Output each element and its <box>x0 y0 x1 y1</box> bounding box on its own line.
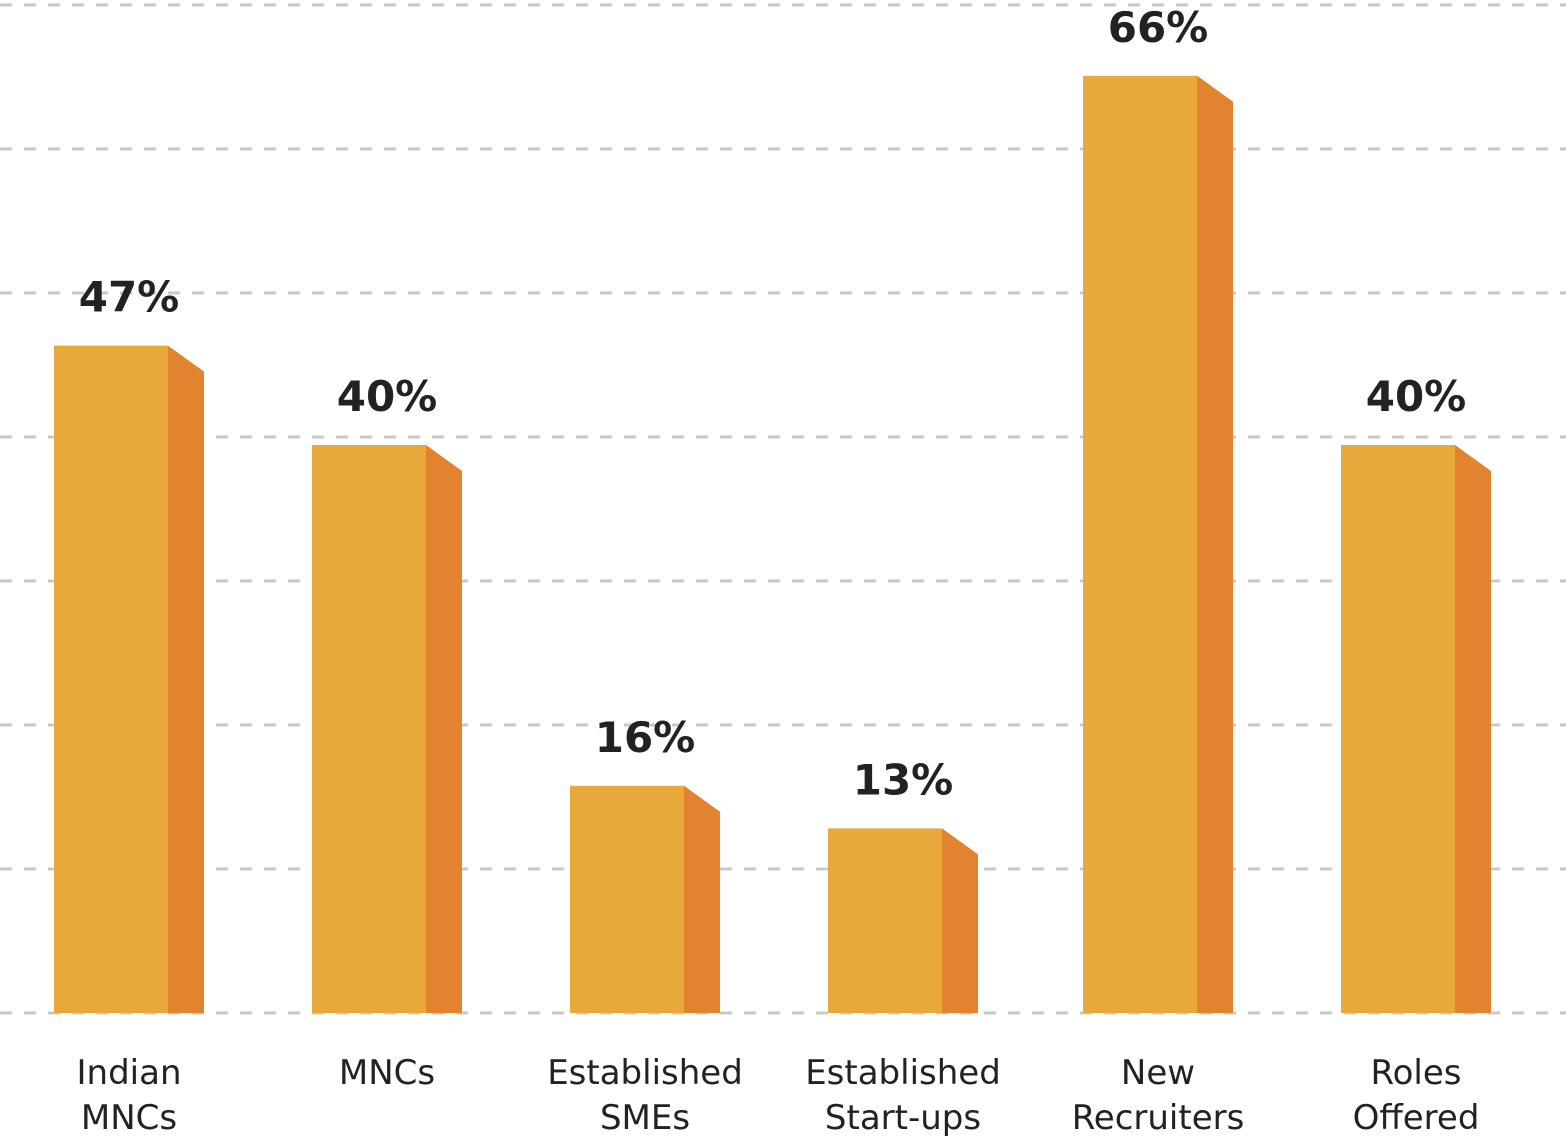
bar-front <box>828 828 942 1013</box>
category-label: Recruiters <box>1072 1098 1245 1138</box>
bar-front <box>54 345 168 1014</box>
bar-front <box>1083 75 1197 1014</box>
data-label: 13% <box>853 755 954 804</box>
data-label: 40% <box>1366 372 1467 421</box>
bar-side <box>1455 445 1491 1013</box>
data-label: 16% <box>595 713 696 762</box>
category-label: Established <box>805 1053 1001 1093</box>
category-label: New <box>1121 1053 1195 1093</box>
category-label: Established <box>547 1053 743 1093</box>
data-label: 47% <box>79 273 180 322</box>
bar-front <box>312 445 426 1013</box>
bar-side <box>942 828 978 1013</box>
category-label: Roles <box>1371 1053 1462 1093</box>
bar-side <box>168 345 204 1014</box>
category-label: MNCs <box>81 1098 177 1138</box>
category-label: MNCs <box>339 1053 435 1093</box>
data-label: 66% <box>1108 3 1209 52</box>
bar-front <box>570 785 684 1013</box>
category-label: Indian <box>77 1053 182 1093</box>
data-label: 40% <box>337 372 438 421</box>
category-label: Offered <box>1353 1098 1480 1138</box>
bar-side <box>426 445 462 1013</box>
bar-side <box>1197 75 1233 1014</box>
bar-front <box>1341 445 1455 1013</box>
category-label: SMEs <box>600 1098 690 1138</box>
category-label: Start-ups <box>825 1098 981 1138</box>
bar-side <box>684 785 720 1013</box>
